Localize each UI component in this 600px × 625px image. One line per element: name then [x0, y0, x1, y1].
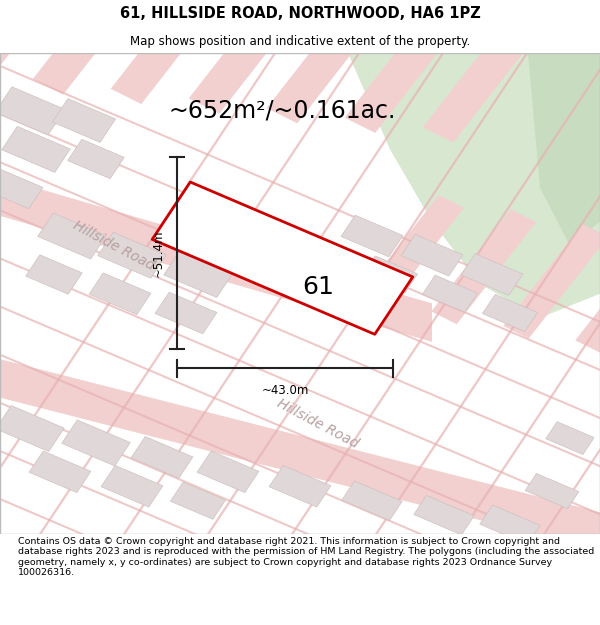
- Text: ~51.4m: ~51.4m: [151, 229, 164, 277]
- Text: ~43.0m: ~43.0m: [262, 384, 308, 396]
- Text: Contains OS data © Crown copyright and database right 2021. This information is : Contains OS data © Crown copyright and d…: [18, 537, 594, 578]
- Text: 61, HILLSIDE ROAD, NORTHWOOD, HA6 1PZ: 61, HILLSIDE ROAD, NORTHWOOD, HA6 1PZ: [119, 6, 481, 21]
- Text: Map shows position and indicative extent of the property.: Map shows position and indicative extent…: [130, 35, 470, 48]
- Text: Hillside Road: Hillside Road: [71, 218, 157, 273]
- Text: 61: 61: [302, 274, 334, 299]
- Text: ~652m²/~0.161ac.: ~652m²/~0.161ac.: [169, 99, 395, 123]
- Text: Hillside Road: Hillside Road: [275, 396, 361, 451]
